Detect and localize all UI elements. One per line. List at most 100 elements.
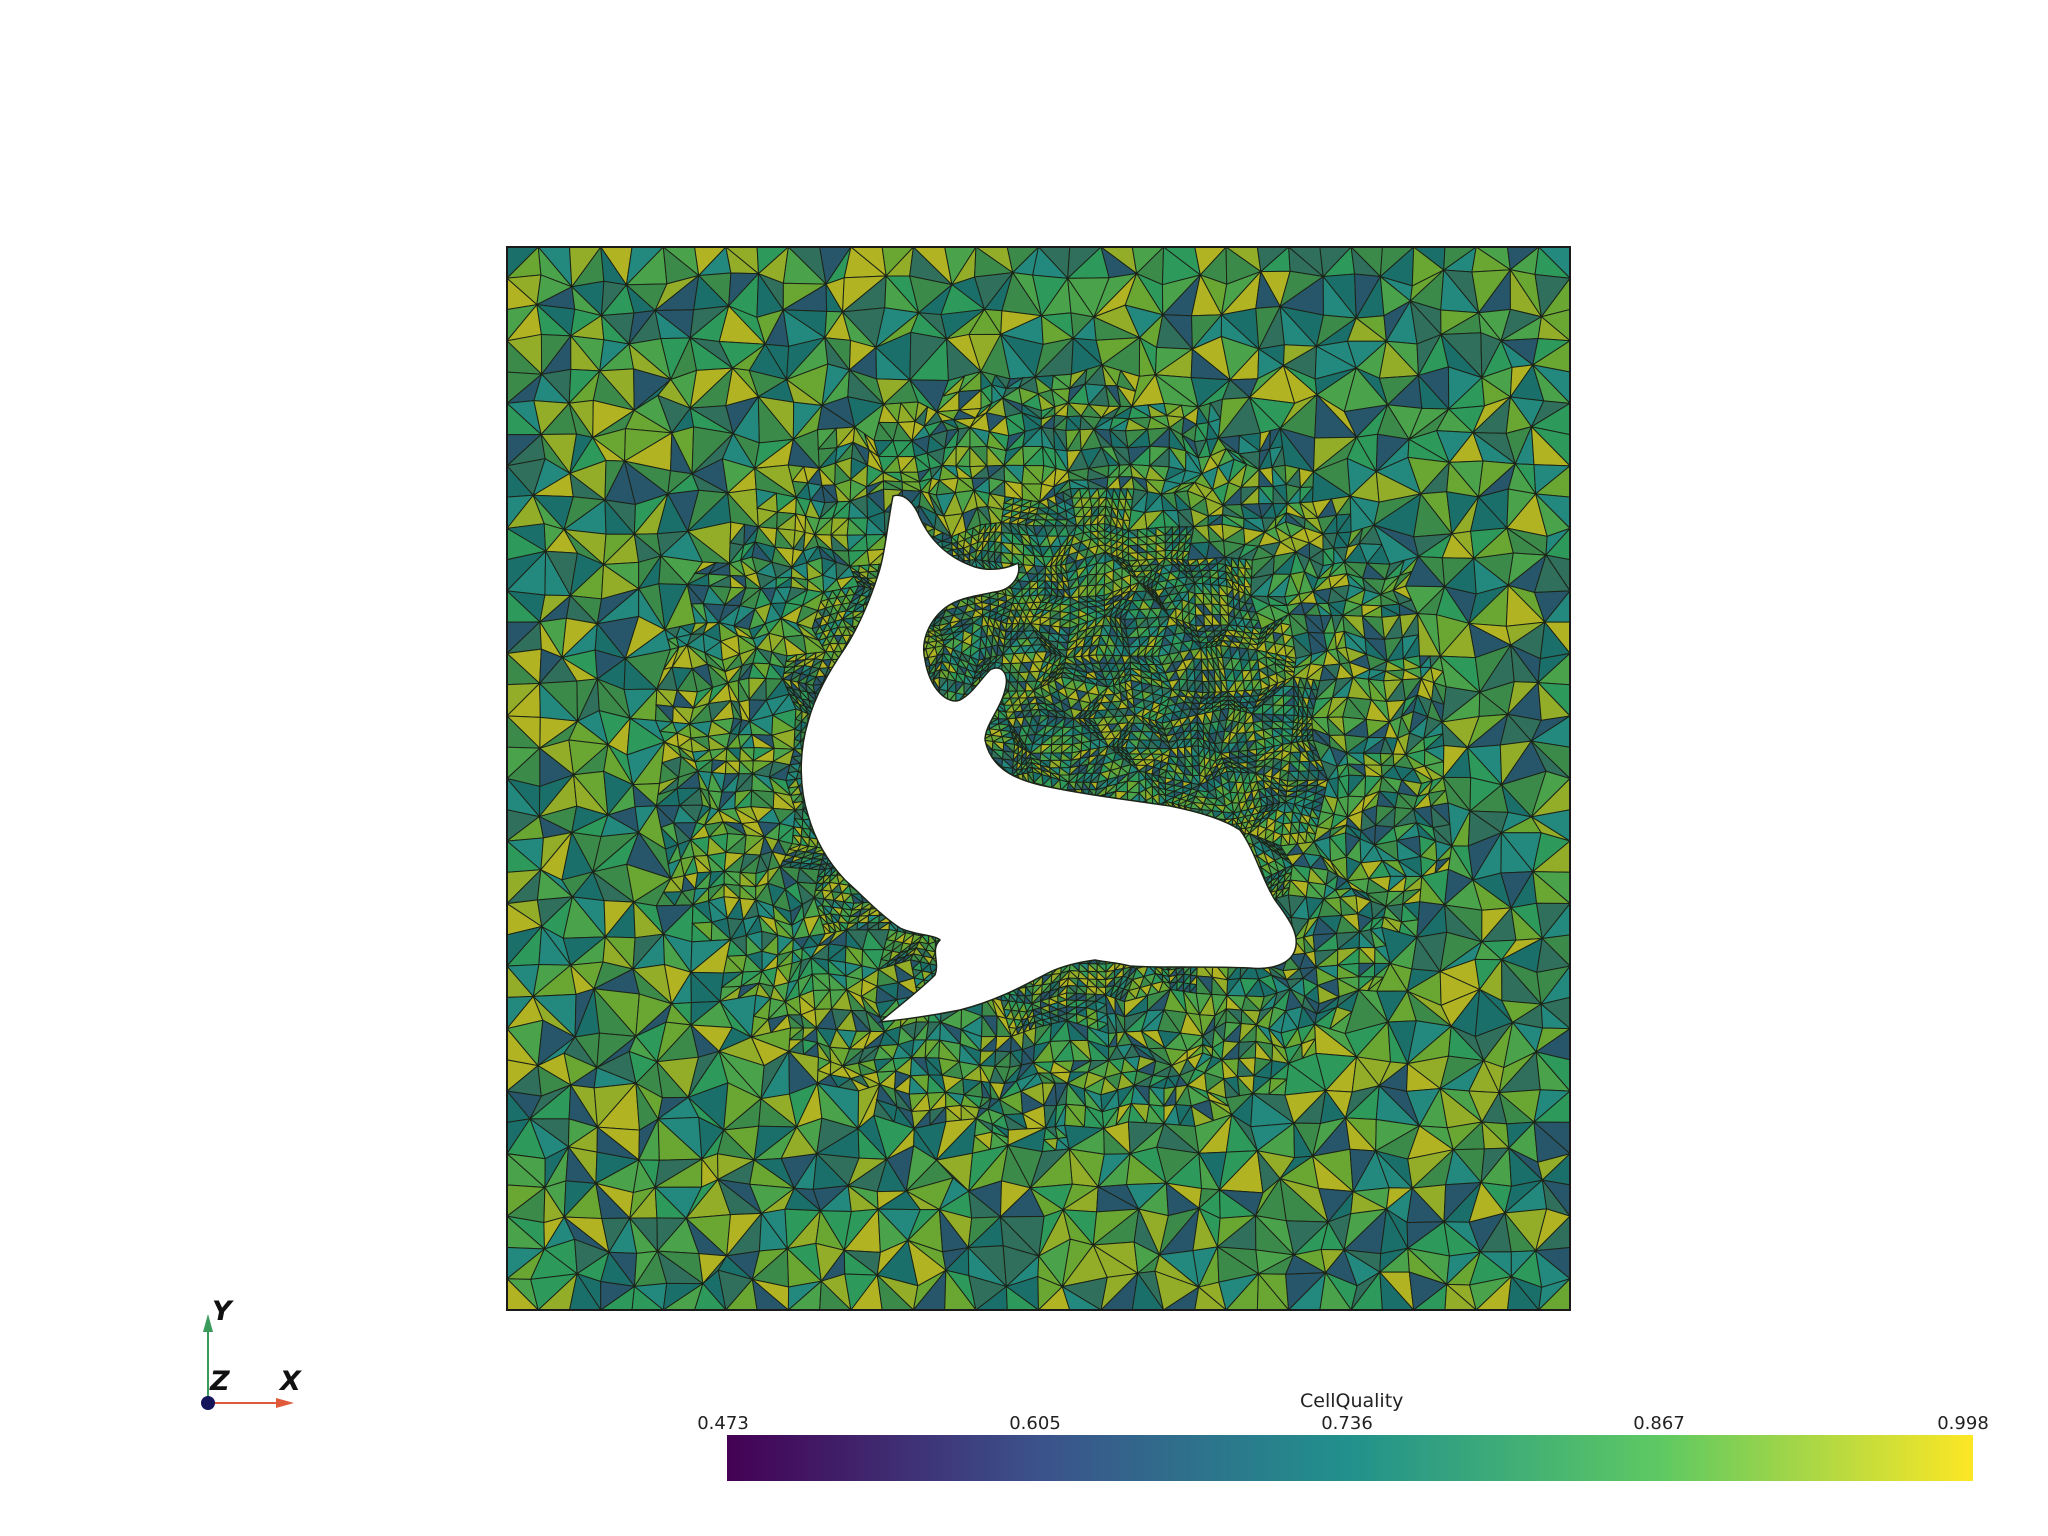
mesh-cell (1145, 464, 1167, 482)
mesh-cell (952, 409, 978, 421)
mesh-cell (1057, 545, 1067, 557)
mesh-cell (928, 492, 945, 517)
mesh-cell (955, 464, 974, 480)
mesh-cell (1118, 498, 1127, 512)
mesh-cell (1066, 428, 1082, 452)
mesh-cell (1103, 524, 1112, 534)
mesh-cell (975, 402, 993, 419)
mesh-cell (917, 504, 937, 530)
mesh-cell (994, 531, 1003, 544)
mesh-cell (1115, 527, 1124, 537)
mesh-cell (1104, 514, 1112, 528)
mesh-cell (1080, 497, 1092, 509)
mesh-cell (1110, 506, 1119, 520)
mesh-cell (1225, 448, 1247, 465)
mesh-cell (1073, 506, 1085, 518)
mesh-cell (1003, 480, 1023, 501)
mesh-cell (1045, 513, 1059, 521)
mesh-cell (1110, 546, 1118, 556)
mesh-cell (1008, 516, 1021, 525)
mesh-cell (1068, 368, 1088, 390)
mesh-cell (1161, 510, 1181, 529)
mesh-cell (982, 531, 991, 542)
mesh-cell (1080, 403, 1103, 419)
mesh-cell (899, 471, 920, 483)
mesh-cell (1316, 497, 1338, 519)
mesh-cell (847, 517, 869, 536)
mesh-cell (791, 465, 809, 484)
mesh-cell (1052, 414, 1069, 431)
mesh-cell (1104, 538, 1112, 548)
mesh-cell (1155, 542, 1167, 552)
mesh-cell (958, 389, 983, 412)
mesh-cell (1062, 490, 1073, 503)
mesh-cell (1145, 535, 1157, 545)
mesh-cell (1108, 417, 1131, 432)
mesh-cell (1165, 404, 1185, 419)
mesh-cell (1189, 497, 1210, 517)
mesh-cell (1024, 518, 1037, 526)
mesh-cell (957, 547, 965, 556)
mesh-cell (1122, 550, 1130, 560)
mesh-cell (1080, 446, 1103, 470)
mesh-cell (807, 482, 823, 502)
mesh-cell (1000, 531, 1014, 545)
mesh-cell (1057, 524, 1070, 537)
mesh-cell (776, 511, 797, 530)
mesh-cell (994, 551, 1002, 564)
mesh-cell (1209, 447, 1228, 468)
mesh-cell (1051, 374, 1072, 391)
mesh-cell (1155, 526, 1167, 537)
mesh-cell (1106, 463, 1121, 478)
mesh-cell (1098, 496, 1108, 509)
mesh-cell (1030, 545, 1044, 558)
mesh-cell (849, 463, 868, 488)
mesh-cell (1274, 512, 1287, 529)
mesh-cell (1053, 428, 1068, 452)
mesh-cell (1046, 535, 1060, 548)
mesh-cell (941, 540, 954, 549)
mesh-cell (1271, 465, 1288, 488)
mesh-cell (914, 405, 929, 428)
mesh-cell (866, 480, 884, 497)
mesh-cell (866, 548, 889, 567)
mesh-cell (1054, 519, 1069, 527)
mesh-cell (830, 533, 850, 552)
mesh-cell (985, 412, 1007, 433)
mesh-cell (740, 541, 757, 561)
mesh-cell (976, 505, 992, 526)
mesh-cell (942, 491, 964, 517)
mesh-cell (968, 445, 988, 468)
mesh-cell (1118, 476, 1134, 490)
mesh-cell (863, 433, 880, 457)
mesh-cell (753, 541, 776, 564)
mesh-cell (932, 531, 944, 542)
mesh-cell (847, 533, 868, 552)
mesh-cell (1027, 506, 1040, 515)
mesh-cell (1053, 479, 1070, 497)
mesh-cell (897, 401, 917, 424)
mesh-cell (820, 484, 839, 504)
mesh-cell (1285, 467, 1301, 489)
mesh-cell (1033, 519, 1047, 527)
mesh-cell (968, 544, 978, 555)
mesh-cell (1040, 467, 1057, 488)
mesh-cell (950, 542, 959, 551)
mesh-cell (940, 419, 960, 431)
mesh-cell (1021, 403, 1042, 420)
mesh-cell (1137, 528, 1149, 539)
mesh-cell (804, 498, 821, 520)
mesh-cell (1207, 401, 1222, 424)
mesh-cell (975, 541, 984, 552)
mesh-cell (883, 480, 903, 492)
mesh-cell (1065, 534, 1075, 547)
mesh-cell (877, 421, 899, 442)
mesh-cell (1084, 383, 1107, 406)
mesh-cell (1336, 513, 1352, 535)
mesh-cell (1109, 428, 1130, 449)
mesh-cell (1036, 507, 1050, 515)
mesh-cell (1130, 475, 1149, 494)
mesh-cell (1004, 412, 1026, 433)
mesh-cell (1065, 509, 1077, 521)
